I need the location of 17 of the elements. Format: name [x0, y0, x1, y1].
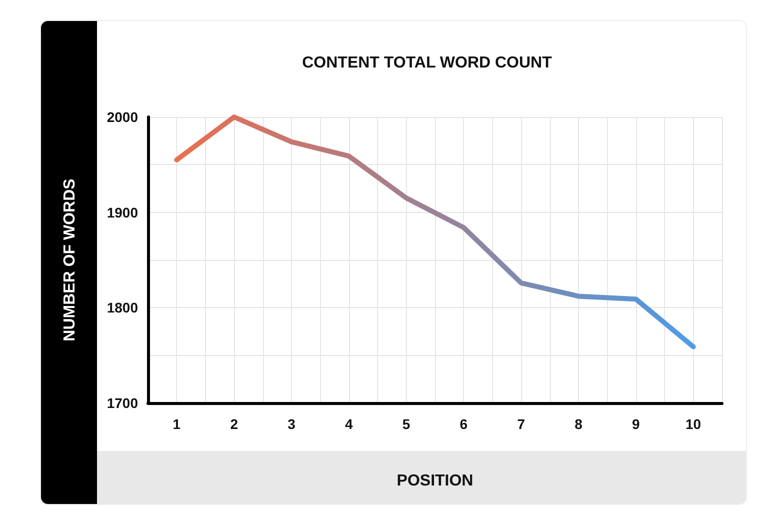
x-tick-label: 3 — [288, 416, 296, 432]
x-axis-title: POSITION — [396, 472, 474, 490]
y-tick-label: 2000 — [106, 109, 138, 125]
x-tick-label: 7 — [517, 416, 526, 432]
y-axis-title: NUMBER OF WORDS — [62, 178, 78, 342]
x-tick-label: 6 — [460, 416, 468, 432]
x-tick-label: 9 — [632, 416, 640, 432]
x-tick-label: 5 — [402, 416, 410, 432]
x-tick-label: 4 — [345, 416, 353, 432]
chart-title: CONTENT TOTAL WORD COUNT — [302, 54, 552, 72]
x-tick-label: 10 — [686, 416, 702, 432]
x-tick-label: 1 — [172, 416, 181, 432]
y-tick-label: 1700 — [106, 395, 138, 411]
y-tick-label: 1800 — [106, 300, 138, 316]
y-tick-label: 1900 — [106, 204, 138, 220]
x-tick-label: 2 — [230, 416, 238, 432]
x-tick-label: 8 — [574, 416, 583, 432]
